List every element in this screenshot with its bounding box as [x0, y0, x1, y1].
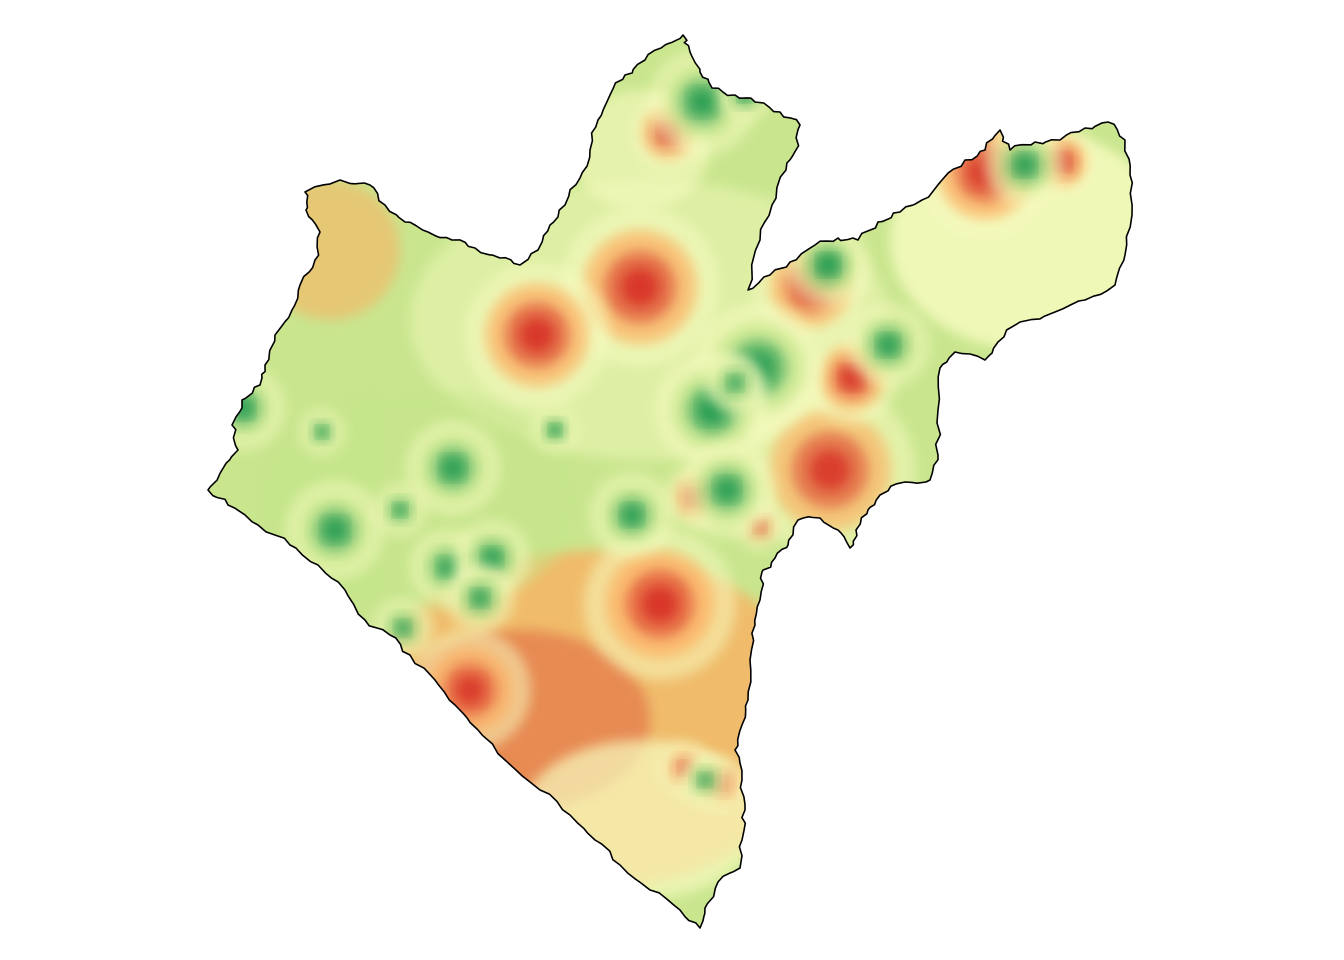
high-value-hotspot [786, 223, 870, 307]
hotspot-ring [1015, 155, 1035, 175]
high-value-hotspot [373, 483, 427, 537]
hotspot-ring [395, 620, 411, 636]
hotspot-ring [715, 478, 739, 502]
high-value-hotspot [704, 352, 766, 414]
high-value-hotspot [846, 303, 930, 387]
hotspot-ring [733, 83, 757, 107]
hotspot-ring [738, 88, 752, 102]
hotspot-ring [483, 549, 501, 567]
high-value-hotspot [445, 563, 515, 633]
high-value-hotspot [285, 480, 385, 580]
hotspot-ring [519, 317, 555, 353]
hotspot-ring [689, 89, 715, 115]
high-value-hotspot [532, 407, 578, 453]
hotspot-ring [471, 589, 489, 607]
hotspot-ring [622, 505, 642, 525]
hotspot-ring [621, 268, 659, 306]
hotspot-ring [549, 424, 561, 436]
high-value-hotspot [372, 597, 434, 659]
hotspot-ring [316, 426, 328, 438]
hotspot-ring [323, 518, 347, 542]
hotspot-ring [878, 335, 898, 355]
hotspot-ring [233, 398, 253, 418]
high-value-hotspot [679, 442, 775, 538]
low-value-hotspot [464, 262, 610, 408]
low-value-hotspot [584, 528, 736, 680]
hotspot-ring [455, 675, 485, 705]
hotspot-ring [438, 558, 456, 576]
high-value-hotspot [208, 366, 285, 450]
hotspot-ring [393, 503, 407, 517]
low-value-hotspot [409, 629, 531, 751]
high-value-hotspot [590, 473, 674, 557]
hotspot-ring [642, 586, 678, 622]
hotspot-ring [809, 449, 851, 491]
hotspot-ring [818, 255, 838, 275]
high-value-hotspot [678, 753, 732, 807]
high-value-hotspot [405, 420, 501, 516]
hotspot-ring [727, 375, 743, 391]
high-value-hotspot [299, 409, 345, 455]
region-boundary [207, 34, 1134, 929]
hotspot-ring [698, 773, 712, 787]
hotspot-ring [441, 456, 465, 480]
